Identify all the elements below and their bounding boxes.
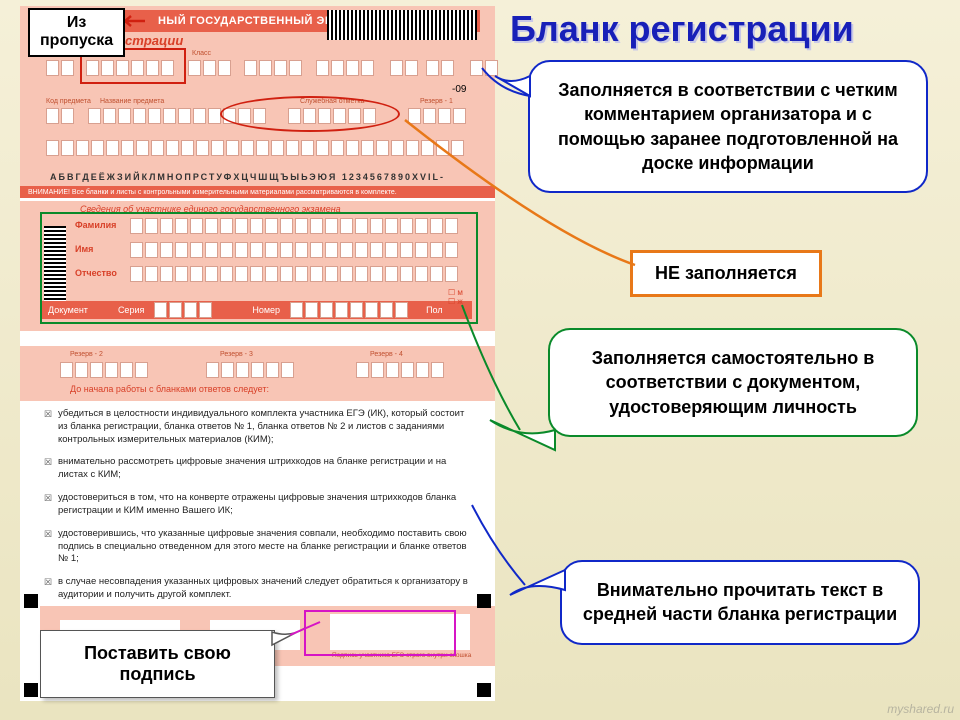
marker-icon: [477, 594, 491, 608]
pass-label-l2: пропуска: [40, 32, 113, 50]
callout-text: Поставить свою подпись: [84, 643, 231, 684]
marker-icon: [477, 683, 491, 697]
callout-signature: Поставить свою подпись: [40, 630, 275, 698]
callout-text: Заполняется в соответствии с четким комм…: [558, 80, 898, 173]
callout-self-fill: Заполняется самостоятельно в соответстви…: [548, 328, 918, 437]
instr-item: внимательно рассмотреть цифровые значени…: [44, 456, 474, 482]
barcode-top: [327, 10, 477, 40]
alphabet-strip: АБВГДЕЁЖЗИЙКЛМНОПРСТУФХЦЧШЩЪЫЬЭЮЯ 123456…: [50, 172, 445, 182]
instr-item: убедиться в целостности индивидуального …: [44, 408, 474, 446]
callout-read-text: Внимательно прочитать текст в средней ча…: [560, 560, 920, 645]
registration-form: НЫЙ ГОСУДАРСТВЕННЫЙ ЭКЗАМЕН - 2009 регис…: [20, 6, 495, 701]
label-reserve1: Резерв - 1: [420, 98, 453, 105]
label-subject: Название предмета: [100, 98, 164, 105]
callout-not-filled: НЕ заполняется: [630, 250, 822, 297]
cells-reserve1: [408, 108, 466, 124]
label-reserve4: Резерв - 4: [370, 351, 403, 358]
cells-date: [390, 60, 498, 76]
highlight-magenta-rect: [304, 610, 456, 656]
cells-subjcode: [46, 108, 74, 124]
date-frag: -09: [452, 84, 466, 95]
pass-label: Из пропуска: [28, 8, 125, 57]
label-code: Код предмета: [46, 98, 91, 105]
callout-text: Заполняется самостоятельно в соответстви…: [592, 348, 875, 417]
instr-item: в случае несовпадения указанных цифровых…: [44, 576, 474, 602]
instr-item: удостовериться в том, что на конверте от…: [44, 492, 474, 518]
label-class: Класс: [192, 50, 211, 57]
watermark: myshared.ru: [887, 702, 954, 716]
highlight-red-oval: [220, 96, 400, 132]
cells-region: [46, 60, 74, 76]
label-reserve2: Резерв - 2: [70, 351, 103, 358]
label-reserve3: Резерв - 3: [220, 351, 253, 358]
cells-r3: [206, 362, 294, 378]
marker-icon: [24, 594, 38, 608]
cells-point: [244, 60, 302, 76]
pass-label-l1: Из: [40, 14, 113, 32]
cells-aud: [316, 60, 374, 76]
marker-icon: [24, 683, 38, 697]
instructions-list: убедиться в целостности индивидуального …: [44, 408, 474, 612]
cells-sample: [46, 140, 464, 156]
callout-text: Внимательно прочитать текст в средней ча…: [583, 580, 897, 624]
instr-item: удостоверившись, что указанные цифровые …: [44, 528, 474, 566]
cells-class: [188, 60, 231, 76]
cells-r4: [356, 362, 444, 378]
warning-bar: ВНИМАНИЕ! Все бланки и листы с контрольн…: [20, 186, 495, 198]
callout-organizer: Заполняется в соответствии с четким комм…: [528, 60, 928, 193]
page-title: Бланк регистрации: [510, 8, 854, 50]
cells-r2: [60, 362, 148, 378]
highlight-green-rect: [40, 212, 478, 324]
instructions-title: До начала работы с бланками ответов след…: [70, 384, 269, 394]
callout-text: НЕ заполняется: [655, 263, 797, 283]
